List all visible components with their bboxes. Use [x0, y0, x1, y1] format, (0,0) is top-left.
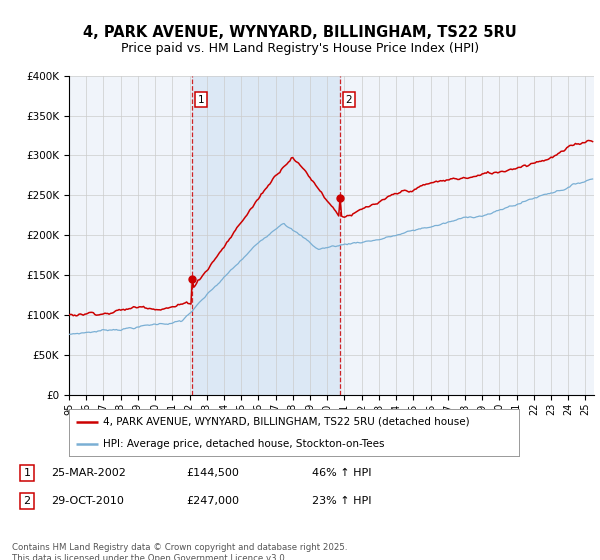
Text: 25-MAR-2002: 25-MAR-2002 — [51, 468, 126, 478]
Text: £144,500: £144,500 — [186, 468, 239, 478]
Bar — [192, 76, 340, 395]
Text: 23% ↑ HPI: 23% ↑ HPI — [312, 496, 371, 506]
Text: £247,000: £247,000 — [186, 496, 239, 506]
Text: Price paid vs. HM Land Registry's House Price Index (HPI): Price paid vs. HM Land Registry's House … — [121, 42, 479, 55]
Text: HPI: Average price, detached house, Stockton-on-Tees: HPI: Average price, detached house, Stoc… — [103, 438, 384, 449]
Text: 29-OCT-2010: 29-OCT-2010 — [51, 496, 124, 506]
Text: 4, PARK AVENUE, WYNYARD, BILLINGHAM, TS22 5RU (detached house): 4, PARK AVENUE, WYNYARD, BILLINGHAM, TS2… — [103, 417, 469, 427]
Text: 1: 1 — [197, 95, 204, 105]
Text: 46% ↑ HPI: 46% ↑ HPI — [312, 468, 371, 478]
Text: Contains HM Land Registry data © Crown copyright and database right 2025.
This d: Contains HM Land Registry data © Crown c… — [12, 543, 347, 560]
Text: 2: 2 — [346, 95, 352, 105]
Text: 1: 1 — [23, 468, 31, 478]
Text: 2: 2 — [23, 496, 31, 506]
Text: 4, PARK AVENUE, WYNYARD, BILLINGHAM, TS22 5RU: 4, PARK AVENUE, WYNYARD, BILLINGHAM, TS2… — [83, 25, 517, 40]
